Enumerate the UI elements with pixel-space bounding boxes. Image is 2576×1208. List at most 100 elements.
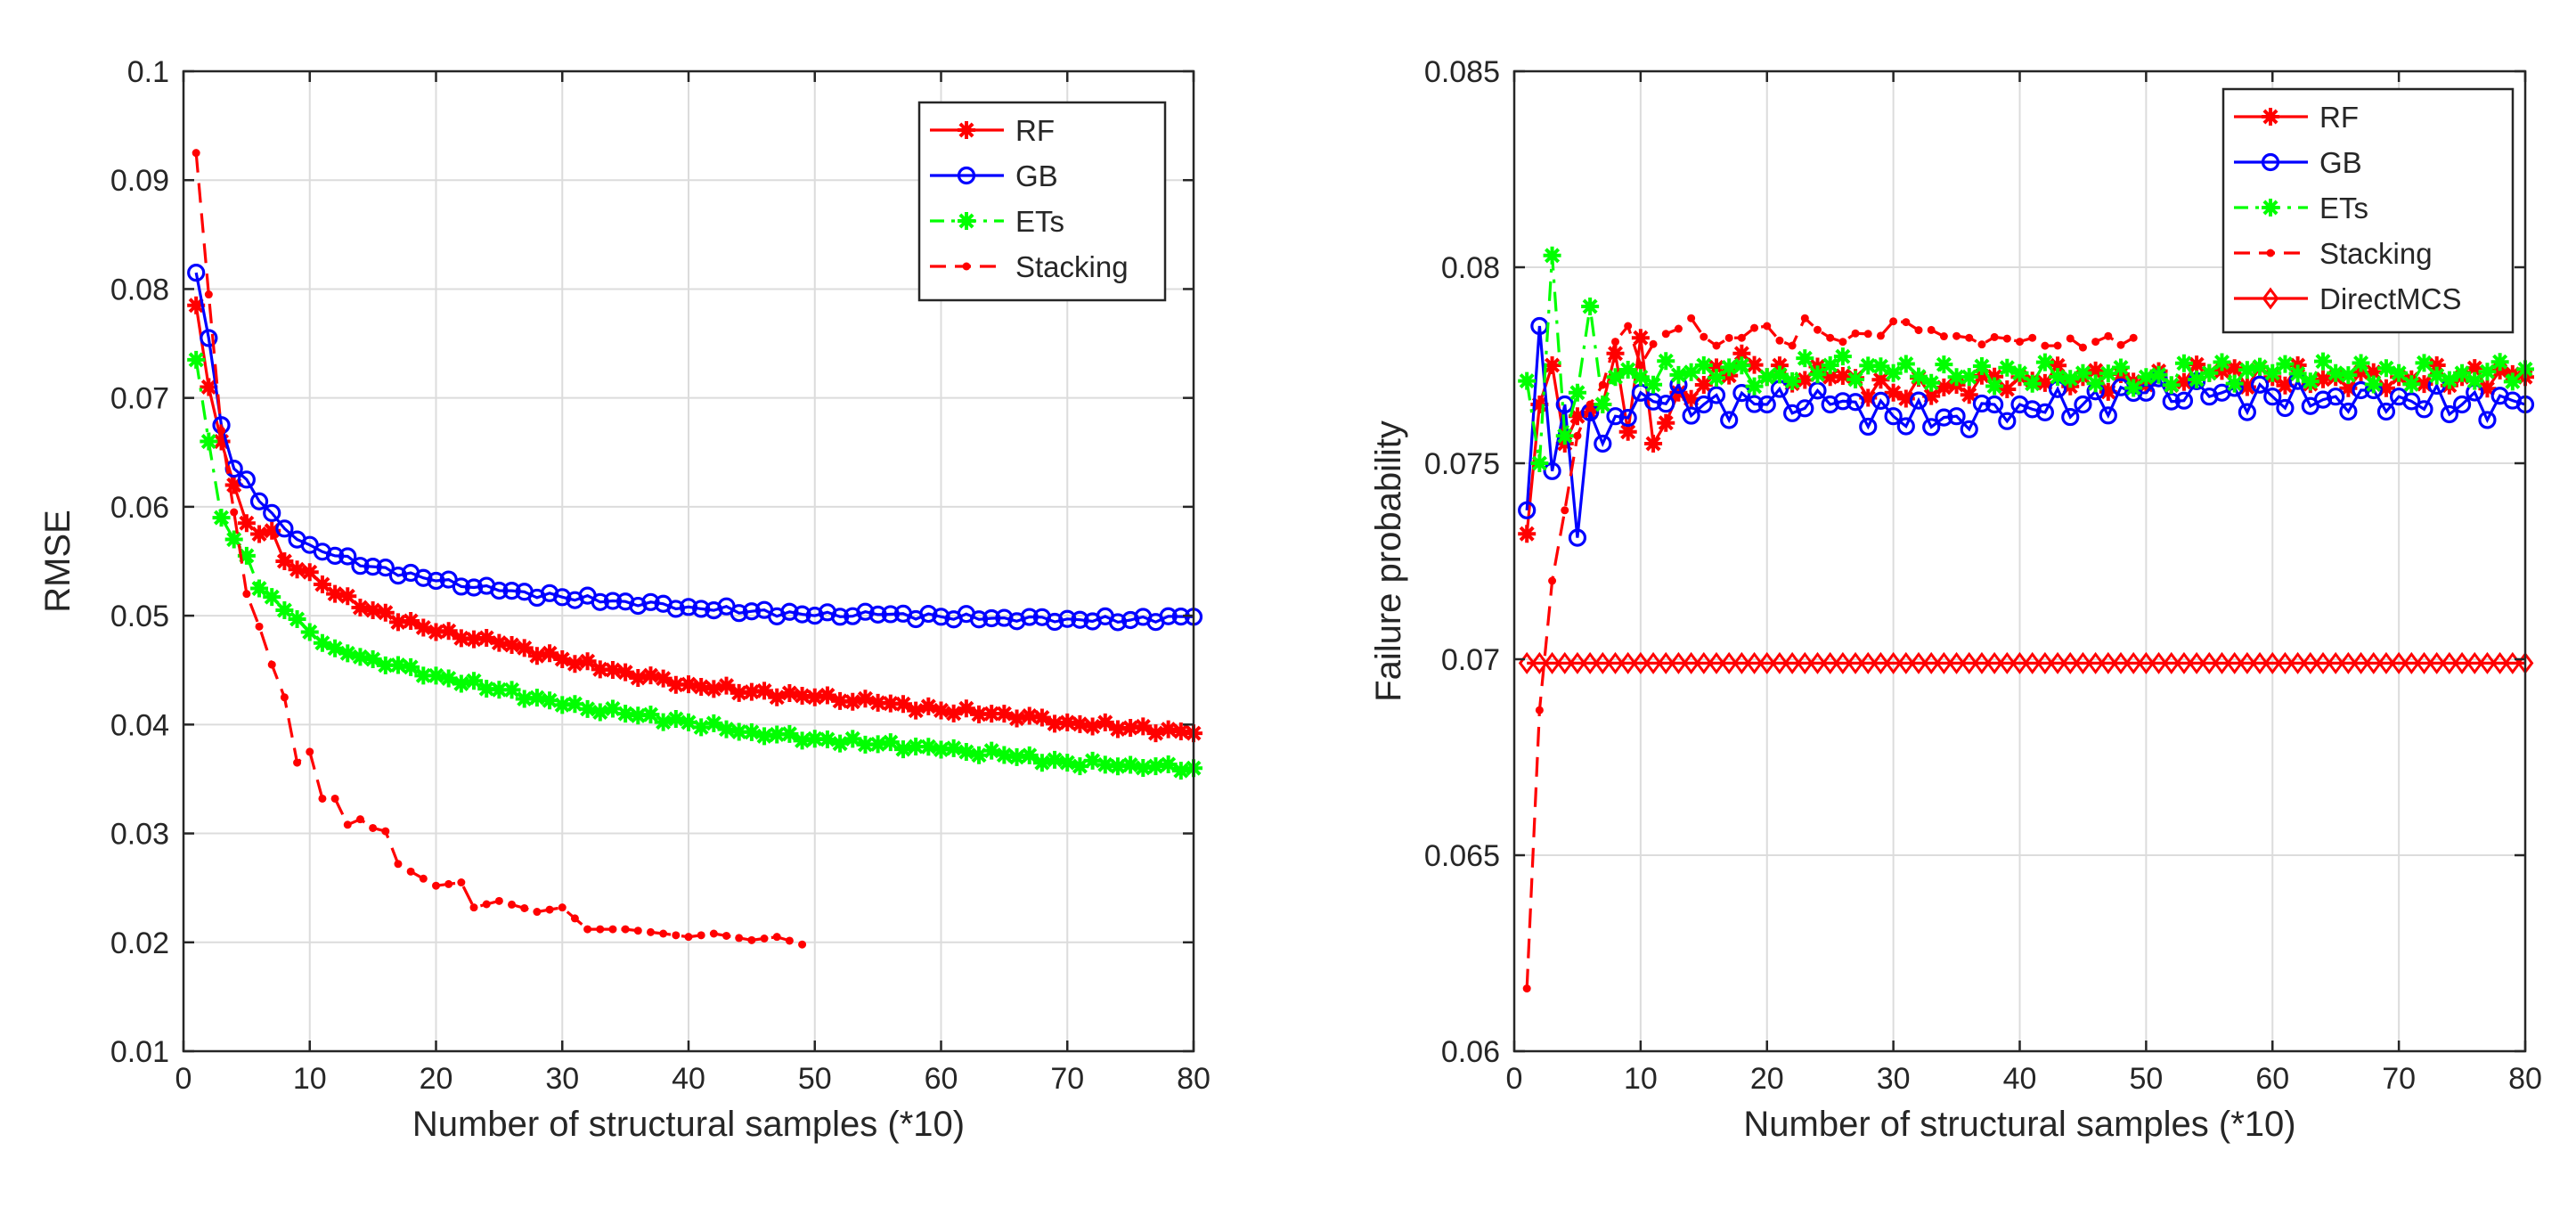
- data-point: [641, 666, 660, 685]
- data-point: [414, 568, 433, 587]
- data-point: [1745, 395, 1764, 413]
- data-point: [692, 600, 711, 618]
- data-point: [1859, 417, 1878, 437]
- data-point: [2352, 651, 2369, 674]
- data-point: [541, 691, 559, 710]
- data-point: [255, 622, 264, 631]
- data-point: [1859, 356, 1878, 375]
- data-point: [553, 650, 572, 668]
- data-point: [2376, 402, 2396, 421]
- data-point: [2035, 353, 2054, 371]
- data-point: [1720, 358, 1739, 377]
- data-point: [995, 608, 1014, 627]
- data-point: [263, 503, 281, 522]
- data-point: [1838, 338, 1847, 347]
- data-point: [1763, 322, 1772, 331]
- legend-label: GB: [1015, 159, 1058, 192]
- data-point: [818, 730, 836, 748]
- data-point: [1159, 720, 1178, 739]
- legend-label: RF: [1015, 114, 1055, 147]
- legend-marker: [2262, 199, 2279, 216]
- y-tick-label: 0.08: [110, 273, 169, 306]
- x-tick-label: 20: [1750, 1062, 1784, 1096]
- data-point: [414, 618, 433, 637]
- data-point: [1121, 755, 1140, 774]
- data-point: [616, 705, 635, 723]
- legend-item-stacking: Stacking: [2234, 237, 2433, 270]
- data-point: [1821, 395, 1839, 414]
- data-point: [2327, 651, 2344, 674]
- data-point: [566, 695, 584, 714]
- data-point: [2061, 651, 2079, 674]
- data-point: [2049, 368, 2067, 387]
- data-point: [2238, 651, 2256, 674]
- data-point: [1783, 371, 1802, 390]
- data-point: [2276, 355, 2295, 373]
- legend-marker: [957, 166, 976, 185]
- data-point: [338, 587, 357, 606]
- legend-label: RF: [2319, 101, 2359, 134]
- data-point: [659, 929, 668, 938]
- data-point: [1071, 757, 1089, 776]
- data-point: [970, 705, 989, 723]
- series-directmcs: [1518, 651, 2534, 674]
- data-point: [616, 663, 635, 682]
- data-point: [570, 914, 579, 923]
- data-point: [1724, 333, 1733, 342]
- legend-item-rf: RF: [930, 114, 1055, 147]
- data-point: [1530, 396, 1549, 413]
- data-point: [970, 746, 989, 764]
- data-point: [1896, 417, 1915, 436]
- data-point: [1020, 608, 1039, 626]
- x-tick-label: 0: [175, 1062, 192, 1096]
- data-point: [465, 672, 484, 690]
- data-point: [578, 652, 597, 671]
- data-point: [2402, 651, 2420, 674]
- data-point: [856, 690, 875, 708]
- data-point: [545, 905, 554, 914]
- data-point: [868, 693, 887, 712]
- y-axis-label: Failure probability: [1369, 420, 1408, 702]
- data-point: [1687, 314, 1696, 322]
- data-point: [275, 519, 294, 538]
- data-point: [452, 674, 470, 693]
- data-point: [793, 687, 811, 706]
- data-point: [856, 735, 875, 754]
- data-point: [1720, 411, 1739, 429]
- data-point: [1607, 651, 1624, 674]
- series-rf: [187, 296, 1202, 743]
- data-point: [1108, 613, 1128, 632]
- data-point: [2188, 370, 2206, 388]
- data-point: [1712, 341, 1721, 350]
- data-point: [2112, 358, 2130, 377]
- data-point: [830, 608, 850, 626]
- data-point: [224, 476, 243, 494]
- data-point: [2251, 651, 2269, 674]
- series-stacking: [192, 149, 807, 949]
- data-point: [494, 896, 503, 905]
- data-point: [982, 741, 1001, 760]
- data-point: [2213, 651, 2230, 674]
- data-point: [672, 931, 681, 940]
- data-point: [785, 936, 794, 945]
- data-point: [1134, 717, 1153, 736]
- data-point: [1568, 528, 1587, 547]
- data-point: [907, 701, 925, 720]
- data-point: [868, 605, 887, 624]
- data-point: [427, 571, 445, 591]
- data-point: [1544, 651, 1561, 674]
- data-point: [2428, 651, 2446, 674]
- data-point: [2440, 404, 2458, 424]
- data-point: [1707, 386, 1726, 404]
- data-point: [1770, 356, 1789, 375]
- data-point: [444, 879, 453, 888]
- data-point: [2035, 403, 2054, 422]
- y-tick-label: 0.1: [127, 55, 169, 89]
- data-point: [1555, 395, 1574, 414]
- data-point: [250, 525, 269, 543]
- data-point: [1045, 612, 1064, 632]
- data-point: [1108, 720, 1127, 739]
- y-tick-label: 0.01: [110, 1035, 169, 1069]
- data-point: [1682, 406, 1700, 425]
- data-point: [2162, 376, 2181, 395]
